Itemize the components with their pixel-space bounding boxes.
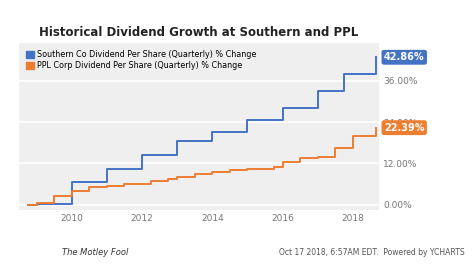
Text: 22.39%: 22.39% xyxy=(384,123,424,133)
Title: Historical Dividend Growth at Southern and PPL: Historical Dividend Growth at Southern a… xyxy=(39,26,359,39)
Text: Oct 17 2018, 6:57AM EDT.  Powered by YCHARTS: Oct 17 2018, 6:57AM EDT. Powered by YCHA… xyxy=(279,248,465,257)
Text: 42.86%: 42.86% xyxy=(384,52,425,62)
Text: The Motley Fool: The Motley Fool xyxy=(62,248,128,257)
Legend: Southern Co Dividend Per Share (Quarterly) % Change, PPL Corp Dividend Per Share: Southern Co Dividend Per Share (Quarterl… xyxy=(23,47,260,73)
